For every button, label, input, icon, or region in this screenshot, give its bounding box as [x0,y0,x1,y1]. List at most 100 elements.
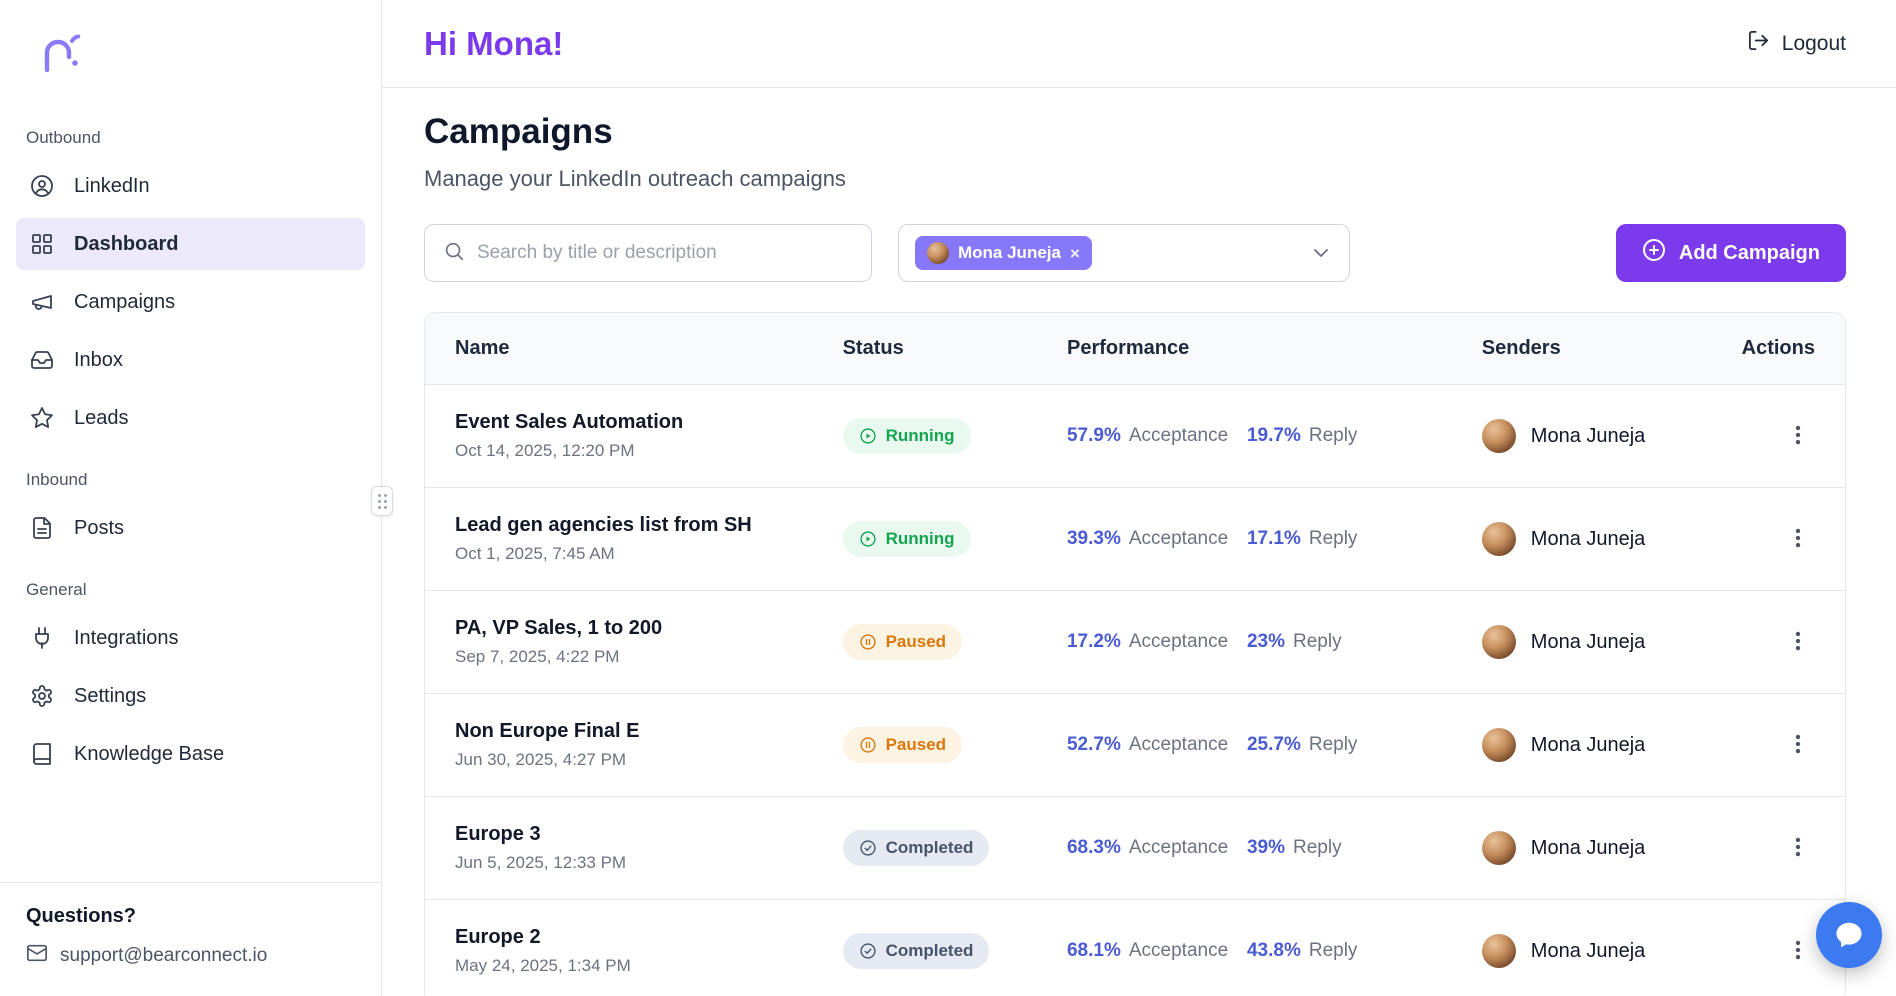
sidebar-item-posts[interactable]: Posts [16,502,365,554]
column-header-name: Name [455,337,510,359]
campaign-date: Sep 7, 2025, 4:22 PM [455,647,620,666]
support-email-link[interactable]: support@bearconnect.io [26,942,355,970]
sender-filter-dropdown[interactable]: Mona Juneja × [898,224,1350,282]
status-label: Running [885,529,955,548]
sidebar: Outbound LinkedIn Dashboard Campaigns [0,0,382,996]
sidebar-item-linkedin[interactable]: LinkedIn [16,160,365,212]
campaign-date: Jun 5, 2025, 12:33 PM [455,853,627,872]
sender-name: Mona Juneja [1530,630,1646,653]
table-row: Lead gen agencies list from SH Oct 1, 20… [425,488,1845,591]
row-menu-button[interactable] [1781,830,1815,867]
row-menu-button[interactable] [1781,933,1815,970]
kebab-menu-icon [1795,528,1801,547]
campaign-date: Oct 14, 2025, 12:20 PM [455,441,635,460]
table-row: PA, VP Sales, 1 to 200 Sep 7, 2025, 4:22… [425,591,1845,694]
sidebar-item-label: Leads [74,406,129,429]
check-circle-icon [860,840,876,856]
row-menu-button[interactable] [1781,521,1815,558]
sidebar-resize-handle[interactable] [371,486,393,516]
sidebar-item-knowledge-base[interactable]: Knowledge Base [16,728,365,780]
status-label: Paused [885,735,947,754]
avatar [1481,419,1516,453]
campaign-name[interactable]: Event Sales Automation [455,411,684,433]
play-circle-icon [860,428,876,444]
row-menu-button[interactable] [1781,624,1815,661]
campaign-name[interactable]: Lead gen agencies list from SH [455,514,752,536]
avatar [1481,625,1516,659]
sidebar-item-label: Posts [74,516,125,539]
chip-label: Mona Juneja [958,243,1061,262]
sidebar-footer: Questions? support@bearconnect.io [0,882,381,996]
campaign-name[interactable]: Europe 3 [455,823,541,845]
main-area: Hi Mona! Logout Campaigns Manage your Li… [382,0,1896,996]
campaign-name[interactable]: PA, VP Sales, 1 to 200 [455,617,663,639]
sidebar-item-inbox[interactable]: Inbox [16,334,365,386]
row-menu-button[interactable] [1781,727,1815,764]
status-label: Completed [885,838,974,857]
pause-circle-icon [860,737,876,753]
reply-label: Reply [1293,837,1342,858]
sidebar-item-label: LinkedIn [74,174,150,197]
acceptance-value: 57.9% [1066,425,1121,446]
grid-icon [30,232,54,256]
search-input[interactable] [477,242,853,264]
sender-name: Mona Juneja [1530,939,1646,962]
bearconnect-logo [34,30,86,82]
table-row: Europe 2 May 24, 2025, 1:34 PM Completed… [425,900,1845,996]
sidebar-item-label: Campaigns [74,290,176,313]
sender-name: Mona Juneja [1530,836,1646,859]
status-badge: Completed [842,933,990,969]
acceptance-label: Acceptance [1128,631,1229,652]
table-row: Europe 3 Jun 5, 2025, 12:33 PM Completed… [425,797,1845,900]
nav-general: Integrations Settings Knowledge Base [0,612,381,780]
kebab-menu-icon [1795,837,1801,856]
sender-name: Mona Juneja [1530,527,1646,550]
topbar: Hi Mona! Logout [382,0,1896,88]
column-header-actions: Actions [1741,337,1815,359]
campaign-date: Oct 1, 2025, 7:45 AM [455,544,615,563]
row-menu-button[interactable] [1781,418,1815,455]
controls-row: Mona Juneja × Add Campaign [424,224,1846,282]
campaign-name[interactable]: Non Europe Final E [455,720,640,742]
reply-label: Reply [1293,631,1342,652]
section-label-outbound: Outbound [26,128,101,147]
sidebar-item-integrations[interactable]: Integrations [16,612,365,664]
sender-filter-chip: Mona Juneja × [915,236,1092,270]
reply-value: 19.7% [1246,425,1301,446]
user-circle-icon [30,174,54,198]
column-header-performance: Performance [1066,337,1190,359]
avatar [1481,728,1516,762]
status-label: Completed [885,941,974,960]
column-header-senders: Senders [1481,337,1561,359]
kebab-menu-icon [1795,940,1801,959]
sidebar-item-dashboard[interactable]: Dashboard [16,218,365,270]
chat-launcher-button[interactable] [1816,902,1882,968]
chevron-down-icon [1314,249,1328,257]
chip-remove-icon[interactable]: × [1069,243,1080,263]
acceptance-value: 68.1% [1066,940,1121,961]
acceptance-label: Acceptance [1128,528,1229,549]
sidebar-item-leads[interactable]: Leads [16,392,365,444]
page-subtitle: Manage your LinkedIn outreach campaigns [424,166,846,191]
logout-button[interactable]: Logout [1747,29,1846,58]
campaigns-table: Name Status Performance Senders Actions … [424,312,1846,996]
sidebar-item-settings[interactable]: Settings [16,670,365,722]
add-campaign-button[interactable]: Add Campaign [1615,224,1846,282]
table-row: Non Europe Final E Jun 30, 2025, 4:27 PM… [425,694,1845,797]
acceptance-label: Acceptance [1128,837,1229,858]
reply-value: 43.8% [1246,940,1301,961]
sidebar-item-label: Knowledge Base [74,742,225,765]
chat-bubble-icon [1836,922,1862,948]
gear-icon [30,684,54,708]
book-icon [30,742,54,766]
search-icon [443,240,465,267]
campaigns-page: Campaigns Manage your LinkedIn outreach … [382,88,1896,996]
reply-value: 23% [1246,631,1286,652]
table-header: Name Status Performance Senders Actions [425,313,1845,385]
acceptance-label: Acceptance [1128,734,1229,755]
campaign-name[interactable]: Europe 2 [455,926,541,948]
inbox-icon [30,348,54,372]
sidebar-item-campaigns[interactable]: Campaigns [16,276,365,328]
logout-icon [1747,29,1770,58]
